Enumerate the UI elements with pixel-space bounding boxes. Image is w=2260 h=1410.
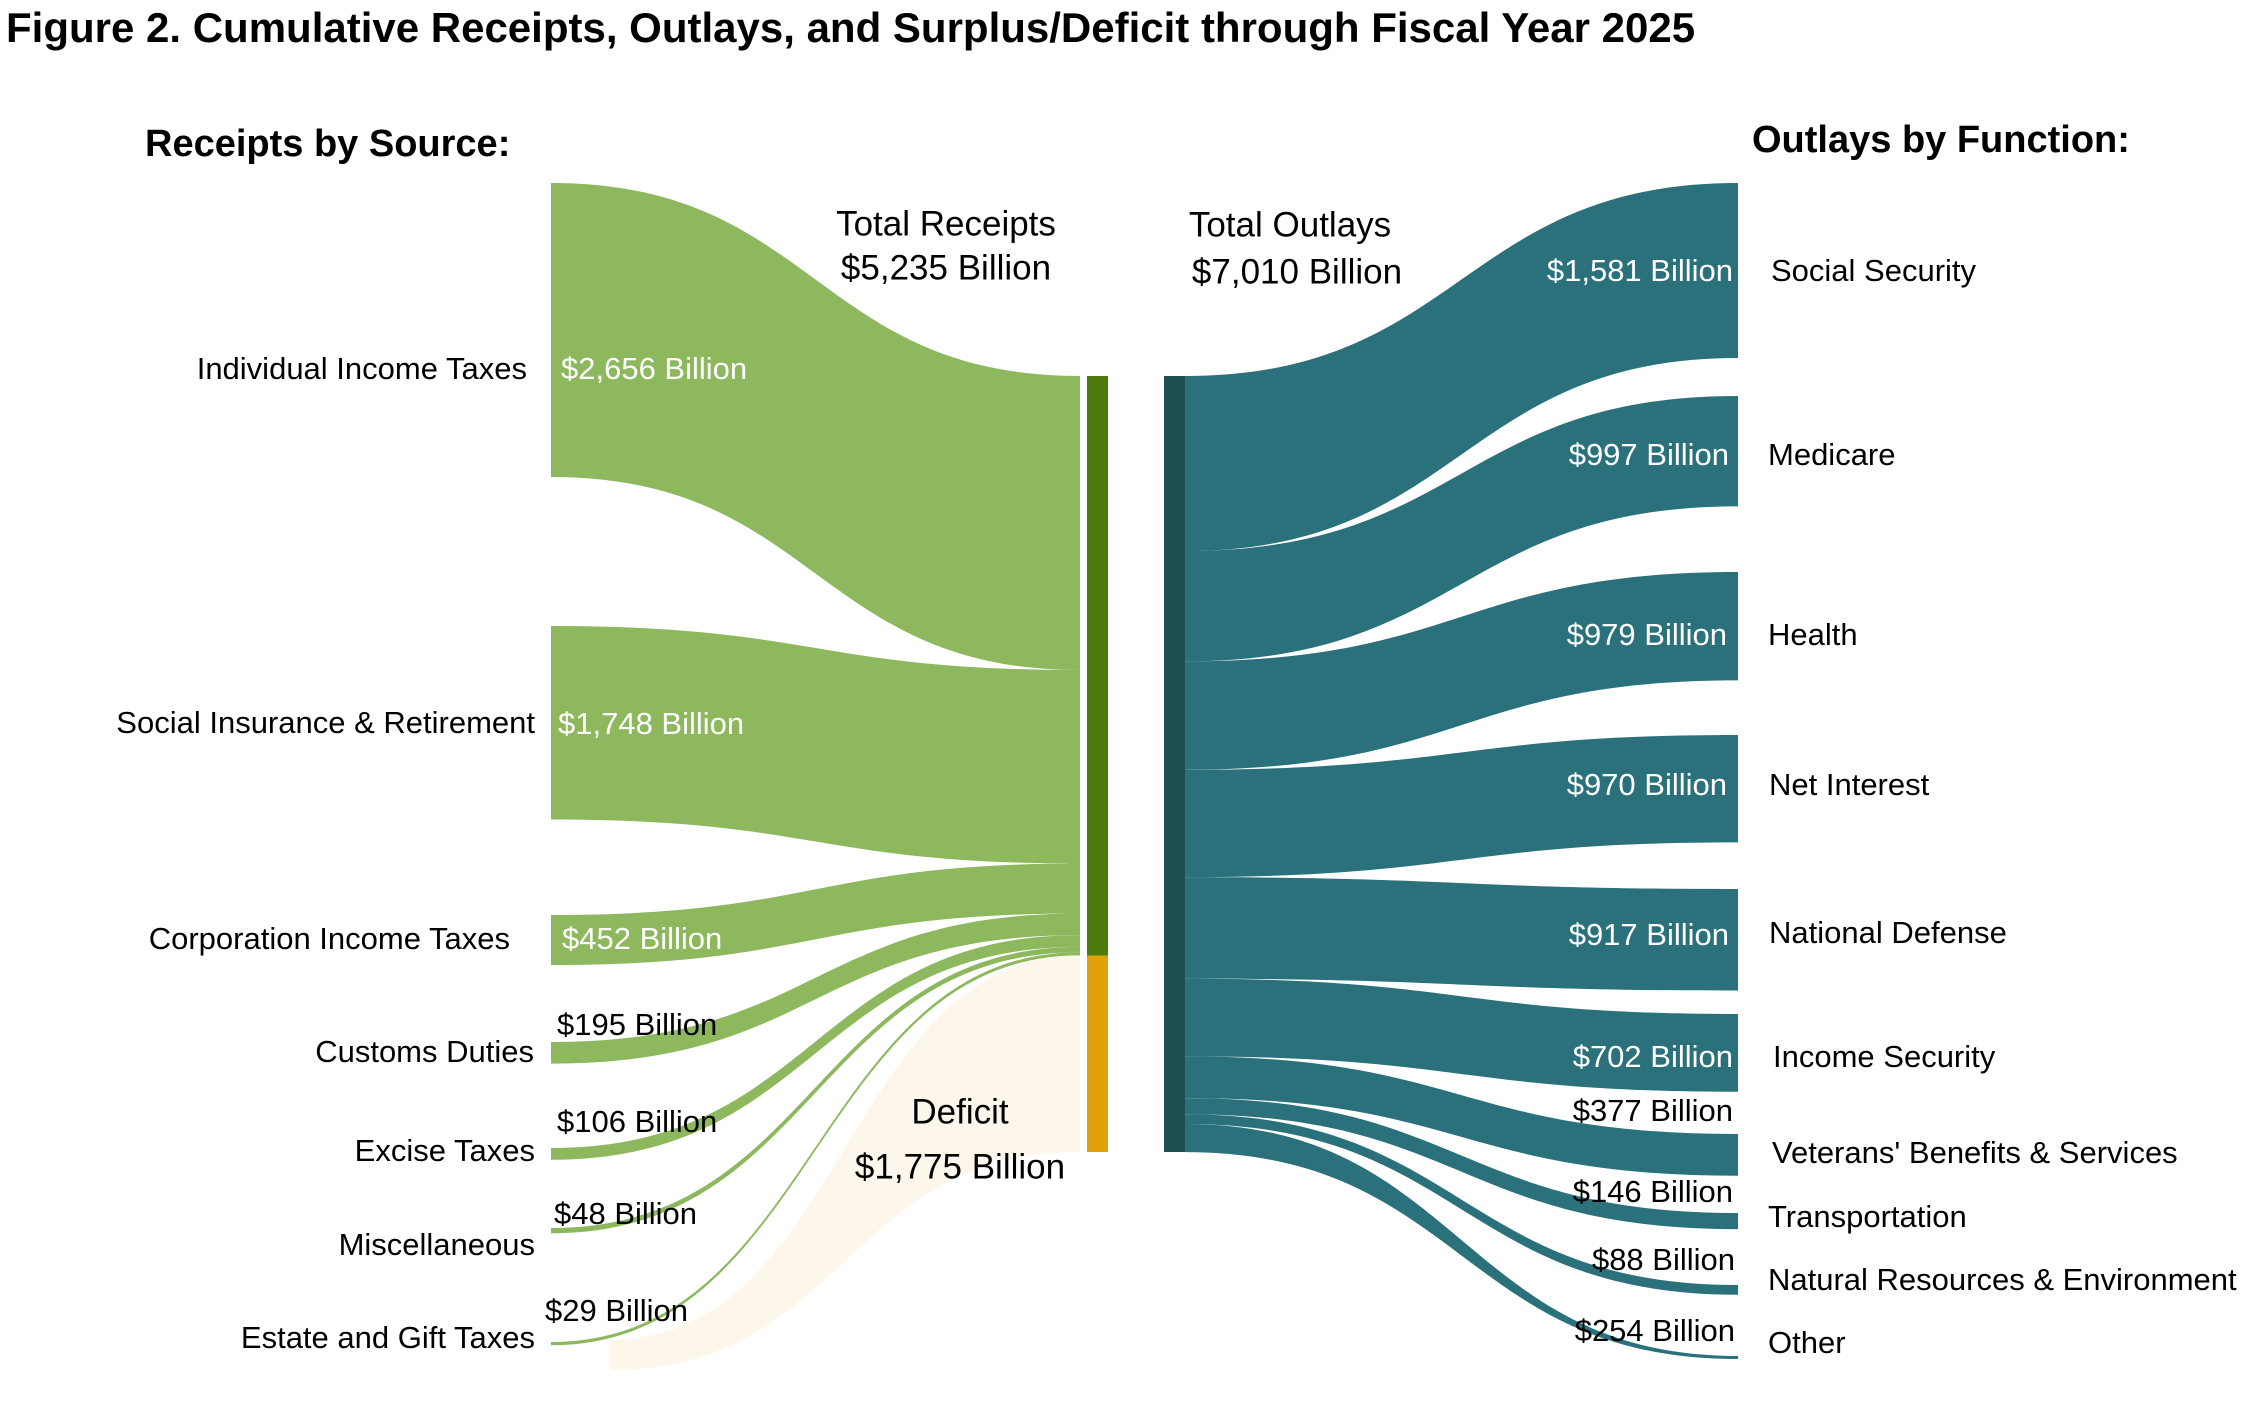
total-receipts-value: $5,235 Billion — [841, 248, 1051, 287]
outlay-name-social-security: Social Security — [1771, 253, 1977, 288]
deficit-label: Deficit — [911, 1092, 1009, 1131]
outlay-flow-social-security — [1185, 183, 1738, 552]
receipt-flow-estate-and-gift-taxes — [551, 952, 1080, 1346]
outlay-name-transportation: Transportation — [1768, 1199, 1967, 1234]
total-receipts-bar — [1087, 376, 1108, 956]
outlay-name-health: Health — [1768, 617, 1858, 652]
receipt-value-social-insurance-retirement: $1,748 Billion — [558, 706, 744, 741]
outlay-flows — [1185, 183, 1738, 1359]
outlay-name-other: Other — [1768, 1325, 1846, 1360]
outlay-flow-net-interest — [1185, 735, 1738, 878]
outlay-value-medicare: $997 Billion — [1569, 437, 1729, 472]
receipt-name-estate-and-gift-taxes: Estate and Gift Taxes — [241, 1320, 535, 1355]
receipt-value-customs-duties: $195 Billion — [557, 1007, 717, 1042]
outlay-name-natural-resources-environment: Natural Resources & Environment — [1768, 1262, 2237, 1297]
outlay-value-health: $979 Billion — [1567, 617, 1727, 652]
deficit-value: $1,775 Billion — [855, 1147, 1065, 1186]
outlay-flow-national-defense — [1185, 877, 1738, 991]
outlay-value-natural-resources-environment: $88 Billion — [1592, 1242, 1735, 1277]
receipt-value-miscellaneous: $48 Billion — [554, 1196, 697, 1231]
receipt-value-individual-income-taxes: $2,656 Billion — [561, 351, 747, 386]
receipt-flow-corporation-income-taxes — [551, 863, 1080, 966]
chart-labels: Receipts by Source: Outlays by Function: T… — [116, 119, 2237, 1360]
outlay-value-veterans-benefits-services: $377 Billion — [1573, 1093, 1733, 1128]
outlay-flow-veterans-benefits-services — [1185, 1056, 1738, 1176]
total-outlays-value: $7,010 Billion — [1192, 252, 1402, 291]
outlay-value-income-security: $702 Billion — [1573, 1039, 1733, 1074]
outlay-value-social-security: $1,581 Billion — [1547, 253, 1733, 288]
outlay-name-medicare: Medicare — [1768, 437, 1896, 472]
outlay-flow-transportation — [1185, 1098, 1738, 1230]
outlay-flow-income-security — [1185, 978, 1738, 1092]
receipt-name-excise-taxes: Excise Taxes — [355, 1133, 535, 1168]
receipt-name-social-insurance-retirement: Social Insurance & Retirement — [116, 705, 535, 740]
outlay-value-national-defense: $917 Billion — [1569, 917, 1729, 952]
outlay-value-transportation: $146 Billion — [1573, 1174, 1733, 1209]
outlay-value-other: $254 Billion — [1575, 1313, 1735, 1348]
outlay-value-net-interest: $970 Billion — [1567, 767, 1727, 802]
total-receipts-label: Total Receipts — [836, 204, 1056, 243]
receipt-name-individual-income-taxes: Individual Income Taxes — [197, 351, 527, 386]
receipt-flow-customs-duties — [551, 913, 1080, 1064]
outlay-flow-health — [1185, 572, 1738, 770]
outlays-heading: Outlays by Function: — [1752, 119, 2130, 161]
deficit-flow-group — [610, 955, 1080, 1370]
total-outlays-bar — [1164, 376, 1185, 1152]
receipt-flow-individual-income-taxes — [551, 183, 1080, 671]
deficit-flow — [610, 955, 1080, 1370]
receipt-value-corporation-income-taxes: $452 Billion — [562, 921, 722, 956]
receipt-value-excise-taxes: $106 Billion — [557, 1104, 717, 1139]
receipts-heading: Receipts by Source: — [145, 123, 510, 165]
receipt-flows — [551, 183, 1080, 1346]
outlay-name-national-defense: National Defense — [1769, 915, 2007, 950]
outlay-name-income-security: Income Security — [1773, 1039, 1996, 1074]
outlay-name-net-interest: Net Interest — [1769, 767, 1930, 802]
receipt-value-estate-and-gift-taxes: $29 Billion — [545, 1293, 688, 1328]
outlay-flow-natural-resources-environment — [1185, 1114, 1738, 1295]
total-outlays-label: Total Outlays — [1189, 205, 1391, 244]
receipt-name-customs-duties: Customs Duties — [315, 1034, 534, 1069]
outlay-name-veterans-benefits-services: Veterans' Benefits & Services — [1772, 1135, 2178, 1170]
receipt-flow-excise-taxes — [551, 935, 1080, 1160]
receipt-name-miscellaneous: Miscellaneous — [339, 1227, 535, 1262]
figure-title: Figure 2. Cumulative Receipts, Outlays, … — [6, 4, 1696, 51]
total-bars — [1087, 376, 1185, 1152]
outlay-flow-other — [1185, 1123, 1738, 1359]
receipt-name-corporation-income-taxes: Corporation Income Taxes — [149, 921, 510, 956]
receipt-flow-miscellaneous — [551, 946, 1080, 1234]
receipt-flow-social-insurance-retirement — [551, 626, 1080, 864]
outlay-flow-medicare — [1185, 396, 1738, 662]
deficit-bar — [1087, 955, 1108, 1152]
